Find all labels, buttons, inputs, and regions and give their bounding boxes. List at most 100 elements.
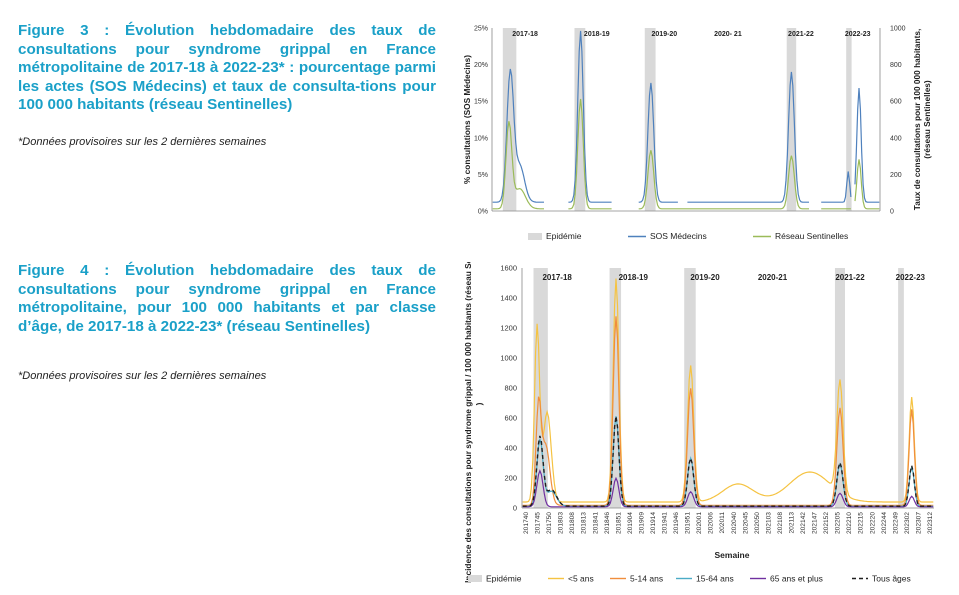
- legend-label: Réseau Sentinelles: [775, 231, 848, 241]
- season-label: 2018-19: [584, 31, 610, 38]
- y-axis-title: % consultations (SOS Médecins): [462, 55, 472, 184]
- x-tick-label: 202040: [731, 512, 738, 534]
- x-tick-label: 202050: [754, 512, 761, 534]
- x-tick-label: 201851: [615, 512, 622, 534]
- x-tick-label: 202147: [812, 512, 819, 534]
- x-tick-label: 202142: [800, 512, 807, 534]
- season-label: 2017-18: [542, 273, 572, 282]
- x-tick-label: 201951: [685, 512, 692, 534]
- figure4-caption: Figure 4 : Évolution hebdomadaire des ta…: [18, 262, 436, 335]
- x-tick-label: 201813: [581, 512, 588, 534]
- y2-tick-label: 600: [890, 99, 902, 106]
- x-tick-label: 201803: [558, 512, 565, 534]
- series-line: [522, 416, 934, 507]
- legend-label: 65 ans et plus: [770, 574, 823, 584]
- x-tick-label: 202011: [719, 512, 726, 534]
- y-tick-label: 5%: [478, 172, 488, 179]
- x-tick-label: 201904: [627, 512, 634, 534]
- x-tick-label: 201808: [569, 512, 576, 534]
- y-tick-label: 25%: [474, 26, 488, 33]
- legend-label: Tous âges: [872, 574, 911, 584]
- y-tick-label: 0%: [478, 209, 488, 216]
- figure4-chart: 2017-18 2018-19 2019-20 2020-21 2021-22 2022-…: [463, 262, 934, 584]
- legend-label: Epidémie: [546, 231, 582, 241]
- y-tick-label: 15%: [474, 99, 488, 106]
- epidemic-band: [609, 268, 622, 508]
- x-tick-label: 202113: [788, 512, 795, 534]
- y-tick-label: 1600: [500, 264, 517, 273]
- x-tick-label: 201914: [650, 512, 657, 534]
- x-tick-label: 202152: [823, 512, 830, 534]
- x-tick-label: 201745: [535, 512, 542, 534]
- season-label: 2019-20: [652, 31, 678, 38]
- x-tick-label: 201750: [546, 512, 553, 534]
- y-tick-label: 1200: [500, 324, 517, 333]
- x-tick-label: 202103: [765, 512, 772, 534]
- x-tick-label: 202210: [846, 512, 853, 534]
- season-label: 2020-21: [758, 273, 788, 282]
- x-tick-label: 202045: [742, 512, 749, 534]
- x-tick-label: 202220: [869, 512, 876, 534]
- x-tick-label: 202215: [858, 512, 865, 534]
- season-label: 2019-20: [690, 273, 720, 282]
- legend-label: 5-14 ans: [630, 574, 663, 584]
- season-label: 2018-19: [619, 273, 649, 282]
- series-line: [492, 30, 880, 203]
- y-tick-label: 200: [504, 474, 517, 483]
- epidemic-band: [846, 28, 852, 211]
- x-tick-label: 202249: [892, 512, 899, 534]
- y-tick-label: 600: [504, 414, 517, 423]
- series-line: [492, 98, 880, 210]
- y-tick-label: 20%: [474, 62, 488, 69]
- x-tick-label: 202312: [927, 512, 934, 534]
- legend-swatch: [468, 575, 482, 582]
- x-tick-label: 202006: [708, 512, 715, 534]
- season-label: 2021-22: [835, 273, 865, 282]
- epidemic-band: [644, 28, 656, 211]
- legend-swatch: [528, 233, 542, 240]
- season-label: 2020- 21: [714, 31, 742, 38]
- figure3-caption: Figure 3 : Évolution hebdomadaire des ta…: [18, 22, 436, 114]
- y-tick-label: 400: [504, 444, 517, 453]
- legend-label: Epidémie: [486, 574, 522, 584]
- x-tick-label: 202307: [915, 512, 922, 534]
- legend-label: 15-64 ans: [696, 574, 734, 584]
- epidemic-band: [898, 268, 904, 508]
- x-axis-title: Semaine: [715, 550, 750, 560]
- y-tick-label: 10%: [474, 135, 488, 142]
- x-tick-label: 201946: [673, 512, 680, 534]
- series-line: [522, 278, 934, 503]
- y-axis-title: Incidence des consultations pour syndrom…: [463, 262, 484, 583]
- y-tick-label: 800: [504, 384, 517, 393]
- legend-label: <5 ans: [568, 574, 594, 584]
- x-tick-label: 201909: [638, 512, 645, 534]
- y-tick-label: 0: [513, 504, 517, 513]
- epidemic-band: [786, 28, 797, 211]
- epidemic-band: [834, 268, 845, 508]
- x-tick-label: 201941: [662, 512, 669, 534]
- epidemic-band: [684, 268, 696, 508]
- figure3-chart: 2017-18 2018-19 2019-20 2020- 21 2021-22 2022…: [462, 26, 932, 242]
- x-tick-label: 201740: [523, 512, 530, 534]
- epidemic-band: [574, 28, 586, 211]
- season-label: 2021-22: [788, 31, 814, 38]
- y2-tick-label: 1000: [890, 26, 906, 33]
- season-label: 2022-23: [896, 273, 926, 282]
- y2-axis-title: Taux de consultations pour 100 000 habit…: [912, 29, 932, 211]
- season-label: 2017-18: [512, 31, 538, 38]
- figure4-note: *Données provisoires sur les 2 dernières…: [18, 370, 267, 382]
- x-tick-label: 202108: [777, 512, 784, 534]
- x-tick-label: 202001: [696, 512, 703, 534]
- x-tick-label: 202244: [881, 512, 888, 534]
- x-tick-label: 201846: [604, 512, 611, 534]
- x-tick-label: 202302: [904, 512, 911, 534]
- figure3-note: *Données provisoires sur les 2 dernières…: [18, 136, 267, 148]
- series-line: [522, 316, 934, 506]
- y2-tick-label: 800: [890, 62, 902, 69]
- legend-label: SOS Médecins: [650, 231, 707, 241]
- y2-tick-label: 400: [890, 135, 902, 142]
- y2-tick-label: 0: [890, 209, 894, 216]
- x-tick-label: 202205: [835, 512, 842, 534]
- x-tick-label: 201841: [592, 512, 599, 534]
- season-label: 2022-23: [845, 31, 871, 38]
